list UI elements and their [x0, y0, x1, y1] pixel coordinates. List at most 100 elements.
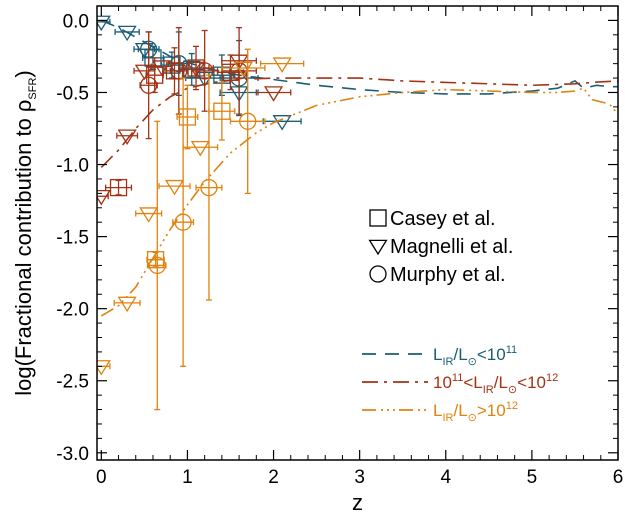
series-curve-0 — [100, 19, 618, 95]
x-tick-label: 3 — [354, 467, 365, 488]
square-marker — [163, 56, 181, 74]
series-legend-label-part: /L — [453, 345, 467, 364]
data-point — [116, 129, 139, 145]
data-point — [229, 48, 266, 195]
legend-label: Murphy et al. — [390, 264, 506, 286]
series-1 — [97, 26, 618, 206]
series-legend-label-part: ⊙ — [468, 356, 477, 368]
data-point — [172, 77, 195, 367]
series-legend-label-part: >10 — [477, 401, 506, 420]
series-legend-label-part: /L — [453, 401, 467, 420]
triangle-marker — [139, 207, 159, 223]
series-clip-group — [97, 15, 618, 411]
data-point — [191, 29, 219, 112]
circle-marker — [148, 256, 166, 275]
series-legend-label-part: 12 — [506, 400, 518, 412]
circle-marker — [195, 62, 214, 80]
x-tick-label: 5 — [527, 467, 538, 488]
series-legend-label-part: <10 — [517, 373, 546, 392]
y-tick-label: -1.0 — [56, 156, 89, 177]
series-legend-label: LIR/L⊙<1011 — [433, 344, 517, 368]
x-tick-label: 2 — [268, 467, 279, 488]
triangle-marker — [263, 86, 284, 102]
data-point — [158, 179, 191, 196]
data-point — [221, 61, 266, 78]
y-tick-label: 0.0 — [63, 11, 89, 32]
series-curve-1 — [100, 77, 618, 168]
legend-label: Magnelli et al. — [390, 236, 513, 258]
legend-triangle-symbol — [368, 239, 388, 256]
data-point — [169, 26, 189, 115]
circle-marker — [140, 76, 158, 94]
series-2 — [97, 48, 618, 411]
x-tick-label: 0 — [96, 467, 107, 488]
series-legend-label-part: L — [433, 401, 442, 420]
series-legend-label-part: 11 — [452, 372, 463, 384]
axes-layer: 0 1 2 3 4 5 60.0-0.5-1.0-1.5-2.0-2.5-3.0zlog(F… — [11, 6, 623, 515]
triangle-marker — [97, 189, 111, 206]
data-point — [114, 25, 140, 42]
series-legend-label-part: <L — [463, 373, 482, 392]
legend-circle-symbol — [369, 265, 387, 283]
data-point — [148, 120, 167, 411]
data-point — [221, 26, 257, 115]
y-tick-label: -1.5 — [56, 228, 89, 249]
series-legend-label-part: 11 — [506, 344, 517, 356]
data-point — [104, 178, 133, 197]
series-legend-label: 1011<LIR/L⊙<1012 — [433, 372, 558, 396]
x-tick-label: 1 — [182, 467, 193, 488]
legend-layer: Casey et al. Magnelli et al. Murphy et al.… — [362, 208, 558, 424]
data-point — [182, 140, 219, 157]
series-legend-label-part: /L — [494, 373, 508, 392]
data-point — [259, 57, 305, 73]
circle-marker — [200, 178, 218, 197]
square-marker — [146, 66, 164, 84]
x-axis-label: z — [352, 490, 363, 515]
series-legend-label-part: ⊙ — [468, 412, 477, 424]
y-tick-label: -2.5 — [56, 372, 89, 393]
y-axis-label-sub: SFR — [27, 77, 39, 99]
y-axis-label: log(Fractional contribution to ρSFR) — [11, 70, 39, 396]
circle-marker — [174, 213, 192, 231]
data-point — [97, 189, 111, 206]
data-point — [139, 31, 158, 140]
triangle-marker — [164, 179, 185, 196]
triangle-marker — [117, 296, 137, 313]
triangle-marker — [97, 360, 111, 376]
x-tick-label: 6 — [613, 467, 624, 488]
triangle-marker — [190, 140, 210, 157]
y-tick-label: -0.5 — [56, 83, 89, 104]
y-tick-label: -2.0 — [56, 300, 89, 321]
series-legend-label-part: <10 — [477, 345, 506, 364]
series-layer — [97, 15, 618, 411]
series-legend-label-part: IR — [442, 356, 453, 368]
series-legend-label-part: IR — [483, 384, 494, 396]
y-axis-label-close: ) — [11, 70, 36, 77]
data-point — [208, 81, 236, 141]
series-legend-label-part: ⊙ — [508, 384, 517, 396]
legend-label: Casey et al. — [390, 208, 496, 230]
triangle-marker — [272, 57, 292, 73]
series-legend-label-part: IR — [442, 412, 453, 424]
data-point — [255, 86, 292, 102]
data-point — [176, 84, 199, 150]
square-marker — [213, 102, 231, 120]
circle-marker — [170, 62, 188, 80]
data-point — [113, 296, 141, 313]
series-legend-label-part: 12 — [546, 372, 558, 384]
y-tick-label: -3.0 — [56, 444, 89, 465]
triangle-marker — [117, 129, 137, 145]
square-marker — [178, 108, 197, 126]
series-legend-label-part: 10 — [433, 373, 452, 392]
legend-square-symbol — [369, 209, 387, 227]
data-point — [262, 115, 302, 131]
triangle-marker — [272, 115, 292, 131]
series-legend-label-part: L — [433, 345, 442, 364]
data-point — [195, 74, 223, 301]
y-axis-label-main: log(Fractional contribution to ρ — [11, 100, 36, 396]
triangle-marker — [117, 25, 137, 42]
square-marker — [109, 178, 128, 197]
plot-frame — [96, 5, 619, 461]
series-legend-label: LIR/L⊙>1012 — [433, 400, 518, 424]
